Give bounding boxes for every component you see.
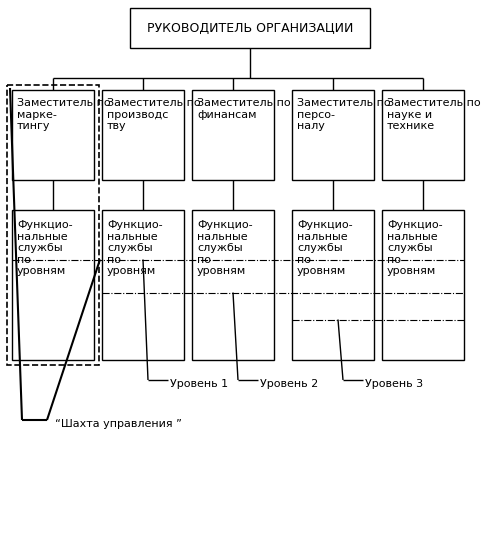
Bar <box>12 210 94 360</box>
Text: Заместитель по
персо-
налу: Заместитель по персо- налу <box>297 98 390 131</box>
Bar <box>7 85 99 365</box>
Bar <box>192 90 274 180</box>
Text: Заместитель по
науке и
технике: Заместитель по науке и технике <box>387 98 480 131</box>
Text: “Шахта управления ”: “Шахта управления ” <box>55 419 182 429</box>
Text: Функцио-
нальные
службы
по
уровням: Функцио- нальные службы по уровням <box>107 220 162 276</box>
Text: Уровень 1: Уровень 1 <box>170 379 228 389</box>
Text: Уровень 3: Уровень 3 <box>365 379 423 389</box>
Bar <box>292 90 374 180</box>
Bar <box>12 90 94 180</box>
Text: Заместитель по
финансам: Заместитель по финансам <box>197 98 290 120</box>
Bar <box>102 210 184 360</box>
Bar <box>130 8 370 48</box>
Text: Функцио-
нальные
службы
по
уровням: Функцио- нальные службы по уровням <box>197 220 252 276</box>
Text: Функцио-
нальные
службы
по
уровням: Функцио- нальные службы по уровням <box>297 220 352 276</box>
Text: Функцио-
нальные
службы
по
уровням: Функцио- нальные службы по уровням <box>17 220 72 276</box>
Bar <box>292 210 374 360</box>
Text: Уровень 2: Уровень 2 <box>260 379 318 389</box>
Text: Заместитель по
марке-
тингу: Заместитель по марке- тингу <box>17 98 110 131</box>
Bar <box>102 90 184 180</box>
Text: Заместитель по
производс
тву: Заместитель по производс тву <box>107 98 200 131</box>
Text: Функцио-
нальные
службы
по
уровням: Функцио- нальные службы по уровням <box>387 220 442 276</box>
Bar <box>382 90 464 180</box>
Bar <box>192 210 274 360</box>
Bar <box>382 210 464 360</box>
Text: РУКОВОДИТЕЛЬ ОРГАНИЗАЦИИ: РУКОВОДИТЕЛЬ ОРГАНИЗАЦИИ <box>147 22 353 35</box>
